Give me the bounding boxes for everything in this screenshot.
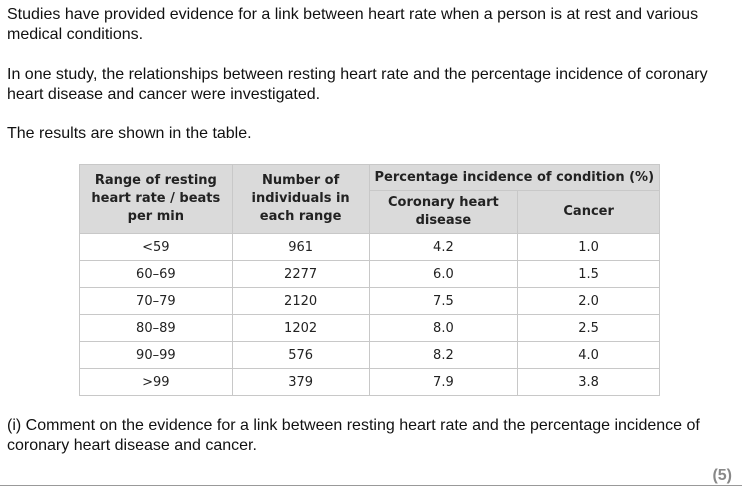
table-cell: 2277 <box>231 260 370 288</box>
table-cell: 6.0 <box>368 260 519 288</box>
table-cell: 2120 <box>231 287 370 315</box>
results-table: Range of resting heart rate / beats per … <box>79 164 661 396</box>
table-row: >99 379 7.9 3.8 <box>79 368 660 396</box>
header-cell: Number of individuals in each range <box>231 164 370 234</box>
divider <box>0 485 742 486</box>
table-cell: 961 <box>231 233 370 261</box>
header-cell: Cancer <box>517 190 660 234</box>
table-cell: 4.0 <box>517 341 660 369</box>
paragraph: The results are shown in the table. <box>7 125 252 142</box>
table-cell: 8.0 <box>368 314 519 342</box>
paragraph: Studies have provided evidence for a lin… <box>7 6 699 43</box>
table-row: <59 961 4.2 1.0 <box>79 233 660 261</box>
table-cell: 4.2 <box>368 233 519 261</box>
header-cell: Coronary heart disease <box>368 190 519 234</box>
header-cell: Range of resting heart rate / beats per … <box>79 164 233 234</box>
table-row: 80–89 1202 8.0 2.5 <box>79 314 660 342</box>
table-cell: 3.8 <box>517 368 660 396</box>
header-cell: Percentage incidence of condition (%) <box>368 164 661 191</box>
marks: (5) <box>712 467 732 484</box>
table-cell: 80–89 <box>79 314 233 342</box>
table-row: 60–69 2277 6.0 1.5 <box>79 260 660 288</box>
table-cell: 90–99 <box>79 341 233 369</box>
table-row: 90–99 576 8.2 4.0 <box>79 341 660 369</box>
table-cell: 7.5 <box>368 287 519 315</box>
table-cell: <59 <box>79 233 233 261</box>
table-body: <59 961 4.2 1.0 60–69 2277 6.0 1.5 70–79 2120 7.5 2… <box>79 233 660 396</box>
paragraph: In one study, the relationships between … <box>7 66 708 103</box>
question: (i) Comment on the evidence for a link b… <box>7 417 700 454</box>
table-cell: 2.5 <box>517 314 660 342</box>
table-cell: 576 <box>231 341 370 369</box>
table-cell: 1.5 <box>517 260 660 288</box>
table-cell: 70–79 <box>79 287 233 315</box>
table-cell: 2.0 <box>517 287 660 315</box>
table-cell: 379 <box>231 368 370 396</box>
table-cell: 8.2 <box>368 341 519 369</box>
table-cell: >99 <box>79 368 233 396</box>
table-cell: 1.0 <box>517 233 660 261</box>
table-row: 70–79 2120 7.5 2.0 <box>79 287 660 315</box>
table-cell: 1202 <box>231 314 370 342</box>
table-cell: 7.9 <box>368 368 519 396</box>
table-cell: 60–69 <box>79 260 233 288</box>
